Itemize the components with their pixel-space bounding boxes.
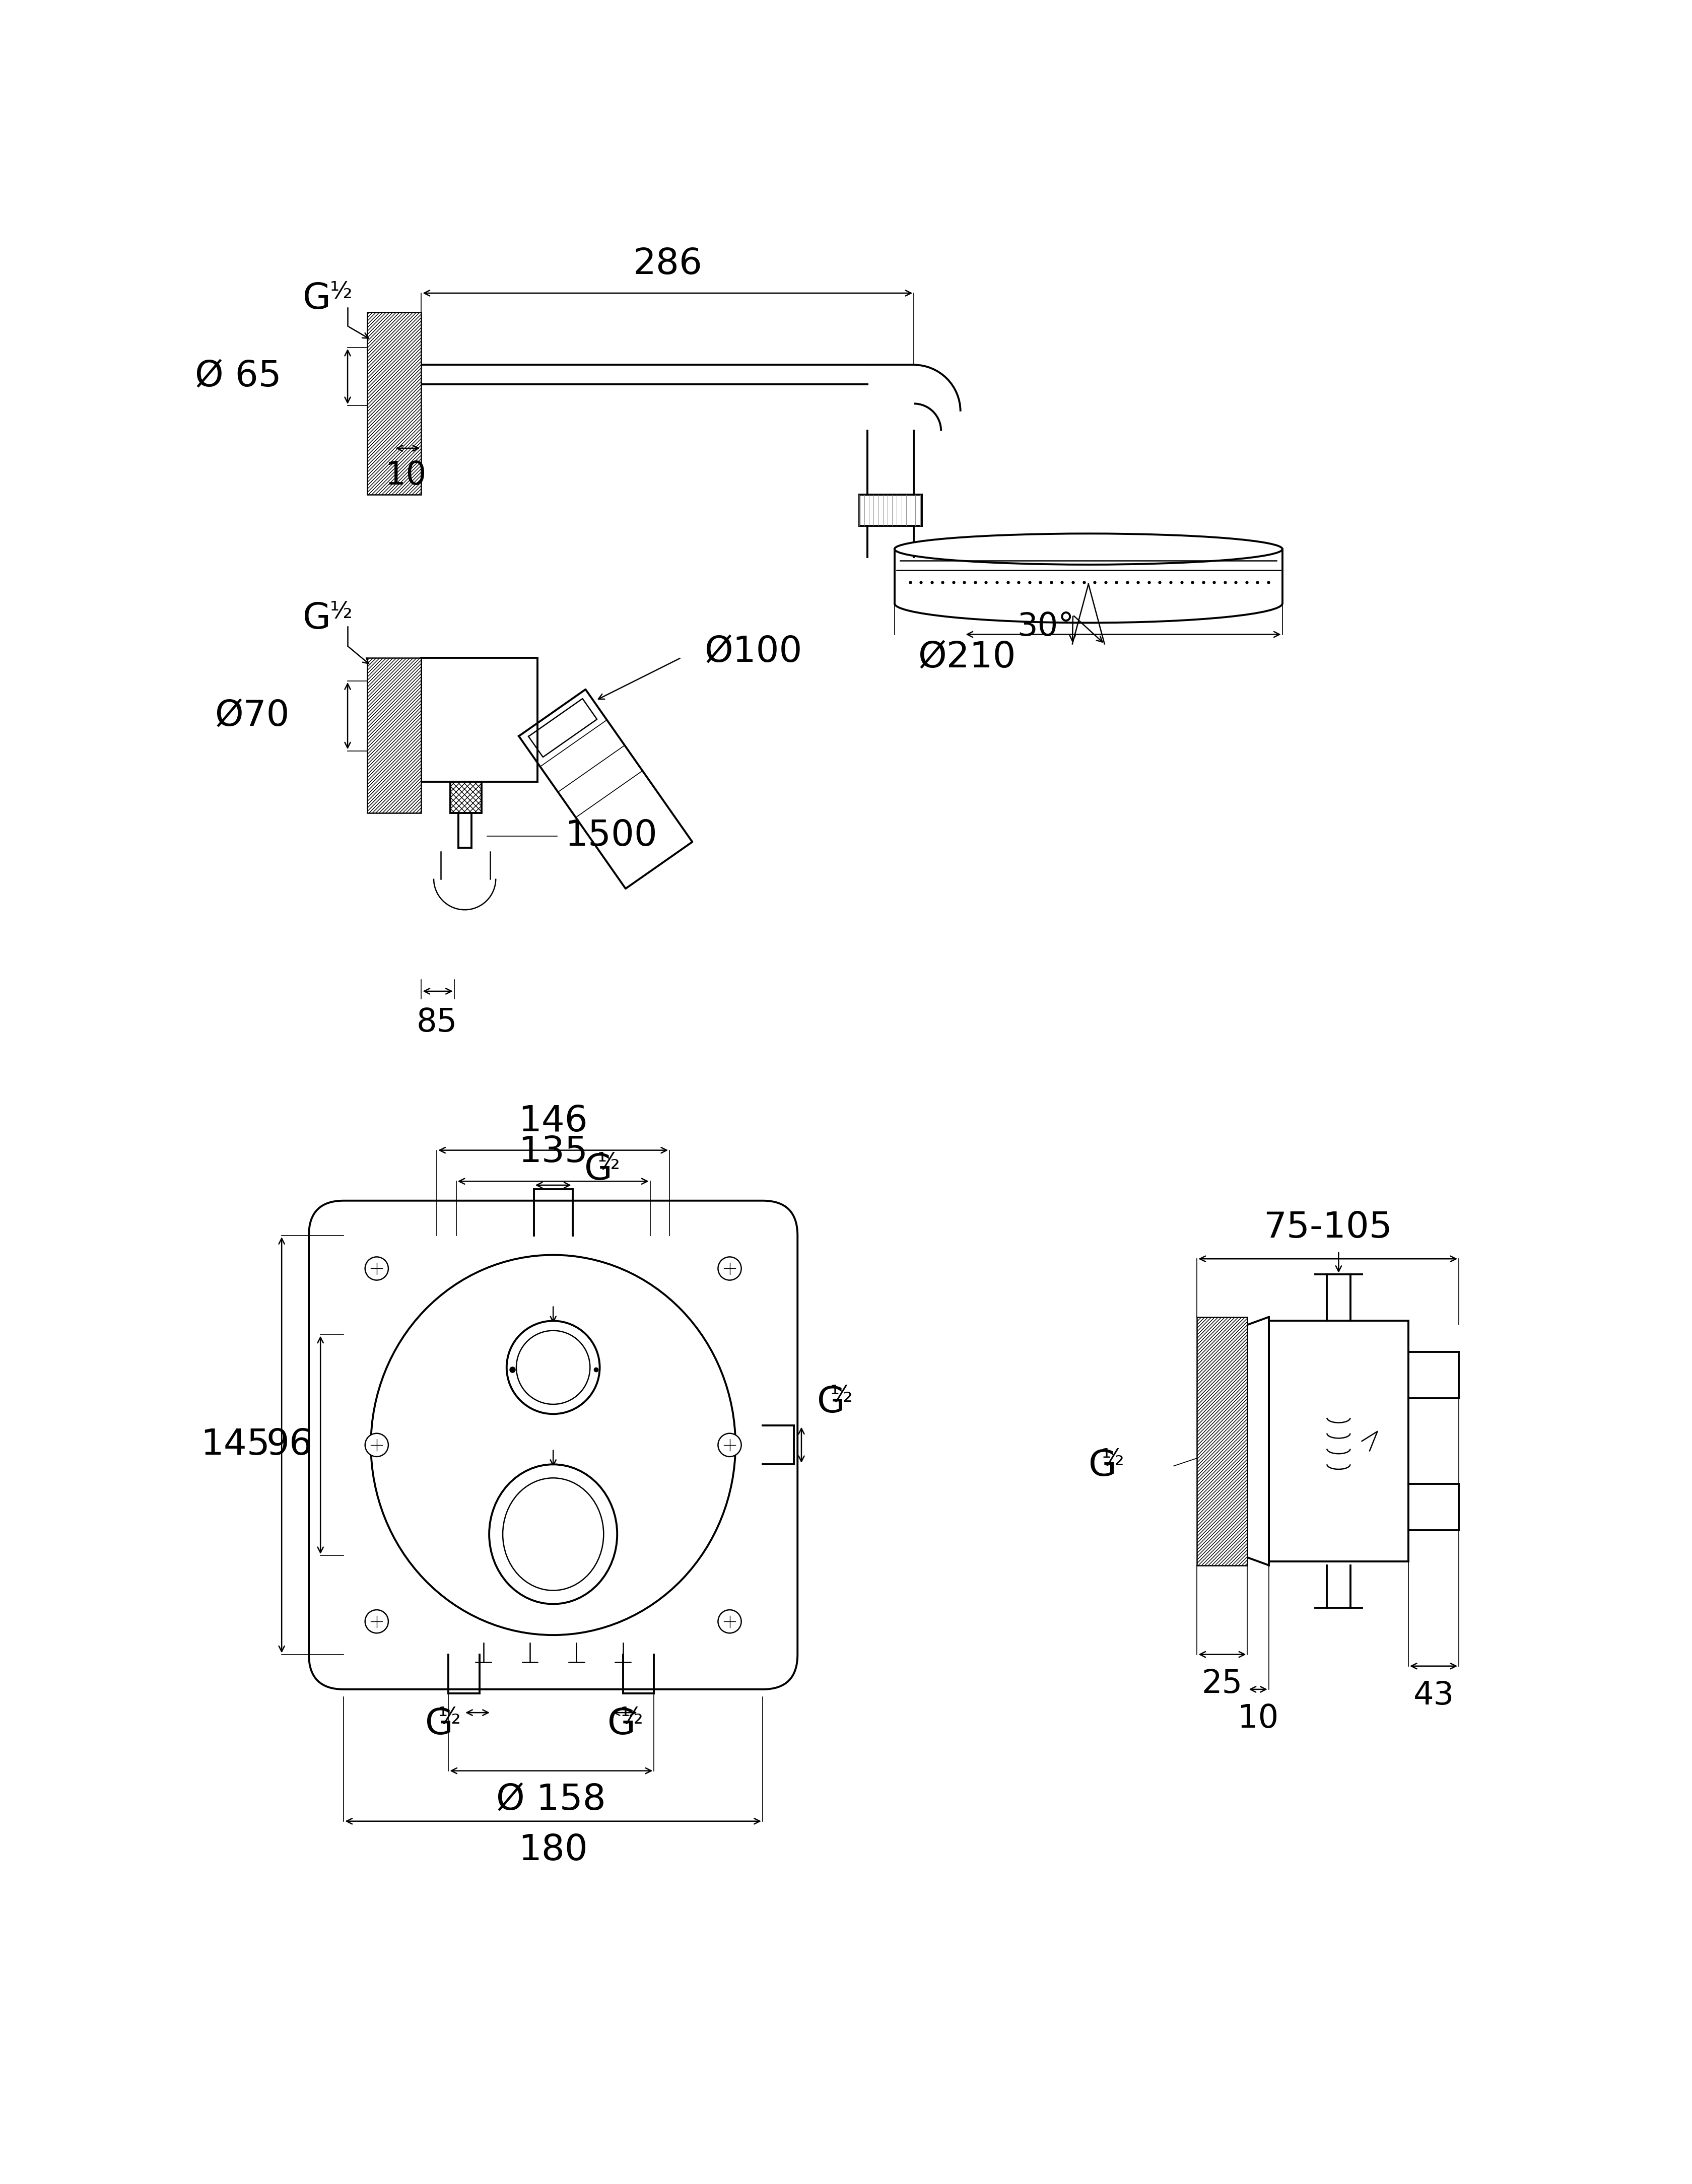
- Text: 85: 85: [416, 1007, 457, 1037]
- Text: G: G: [817, 1385, 844, 1420]
- Text: ¹⁄₂: ¹⁄₂: [831, 1385, 853, 1406]
- Text: ¹⁄₂: ¹⁄₂: [621, 1706, 643, 1728]
- Text: 180: 180: [518, 1832, 587, 1867]
- Circle shape: [506, 1321, 599, 1413]
- Text: G: G: [425, 1708, 453, 1741]
- Text: ¹⁄₂: ¹⁄₂: [597, 1151, 621, 1175]
- Text: 145: 145: [201, 1428, 271, 1463]
- Text: 30°: 30°: [1017, 612, 1074, 642]
- Text: Ø 158: Ø 158: [496, 1782, 606, 1817]
- Ellipse shape: [503, 1479, 604, 1590]
- FancyBboxPatch shape: [310, 1201, 797, 1690]
- Text: Ø100: Ø100: [704, 636, 802, 668]
- Text: G: G: [303, 282, 330, 317]
- Bar: [1196, 1317, 1247, 1566]
- Bar: [367, 312, 421, 496]
- Text: 43: 43: [1413, 1679, 1453, 1710]
- Text: Ø70: Ø70: [215, 699, 289, 734]
- Bar: [367, 657, 421, 812]
- Text: 10: 10: [386, 461, 426, 491]
- Circle shape: [717, 1610, 741, 1634]
- Text: G: G: [607, 1708, 636, 1741]
- Text: 146: 146: [518, 1103, 587, 1138]
- Text: ¹⁄₂: ¹⁄₂: [330, 601, 352, 622]
- Text: ¹⁄₂: ¹⁄₂: [438, 1706, 462, 1728]
- Text: 286: 286: [633, 247, 702, 282]
- Text: 135: 135: [518, 1136, 587, 1171]
- Circle shape: [516, 1330, 591, 1404]
- Circle shape: [365, 1610, 389, 1634]
- Text: Ø 65: Ø 65: [195, 358, 281, 393]
- Text: ¹⁄₂: ¹⁄₂: [1101, 1448, 1125, 1470]
- Ellipse shape: [371, 1256, 736, 1636]
- Circle shape: [717, 1258, 741, 1280]
- Ellipse shape: [489, 1465, 618, 1603]
- Text: 96: 96: [266, 1428, 313, 1463]
- Text: 1500: 1500: [565, 819, 658, 854]
- Text: ¹⁄₂: ¹⁄₂: [330, 280, 352, 304]
- Ellipse shape: [895, 533, 1283, 566]
- Text: G: G: [1088, 1448, 1117, 1483]
- Text: 75-105: 75-105: [1264, 1210, 1393, 1245]
- Text: 25: 25: [1201, 1669, 1242, 1699]
- Circle shape: [365, 1258, 389, 1280]
- Circle shape: [717, 1433, 741, 1457]
- Text: 10: 10: [1237, 1704, 1279, 1734]
- Text: G: G: [584, 1153, 613, 1188]
- Text: G: G: [303, 601, 330, 636]
- Circle shape: [365, 1433, 389, 1457]
- Bar: [450, 782, 482, 812]
- Text: Ø210: Ø210: [917, 640, 1015, 675]
